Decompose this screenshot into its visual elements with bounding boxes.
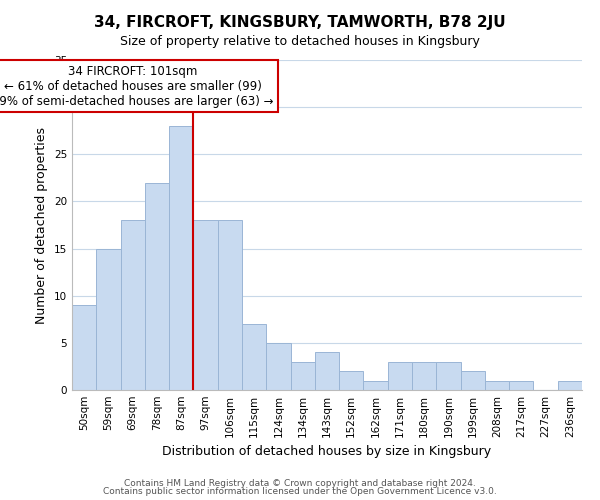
Bar (364, 380, 388, 390)
X-axis label: Distribution of detached houses by size in Kingsbury: Distribution of detached houses by size … (163, 446, 491, 458)
Bar (485, 380, 509, 390)
Text: Contains HM Land Registry data © Crown copyright and database right 2024.: Contains HM Land Registry data © Crown c… (124, 478, 476, 488)
Bar (461, 371, 485, 390)
Bar (290, 362, 315, 390)
Text: 34 FIRCROFT: 101sqm
← 61% of detached houses are smaller (99)
39% of semi-detach: 34 FIRCROFT: 101sqm ← 61% of detached ho… (0, 64, 274, 108)
Text: 34, FIRCROFT, KINGSBURY, TAMWORTH, B78 2JU: 34, FIRCROFT, KINGSBURY, TAMWORTH, B78 2… (94, 15, 506, 30)
Text: Contains public sector information licensed under the Open Government Licence v3: Contains public sector information licen… (103, 487, 497, 496)
Bar (509, 380, 533, 390)
Bar (242, 324, 266, 390)
Text: Size of property relative to detached houses in Kingsbury: Size of property relative to detached ho… (120, 35, 480, 48)
Bar (412, 362, 436, 390)
Bar (145, 182, 169, 390)
Bar (436, 362, 461, 390)
Bar (193, 220, 218, 390)
Y-axis label: Number of detached properties: Number of detached properties (35, 126, 49, 324)
Bar (121, 220, 145, 390)
Bar (315, 352, 339, 390)
Bar (266, 343, 290, 390)
Bar (169, 126, 193, 390)
Bar (218, 220, 242, 390)
Bar (558, 380, 582, 390)
Bar (339, 371, 364, 390)
Bar (72, 305, 96, 390)
Bar (96, 248, 121, 390)
Bar (388, 362, 412, 390)
